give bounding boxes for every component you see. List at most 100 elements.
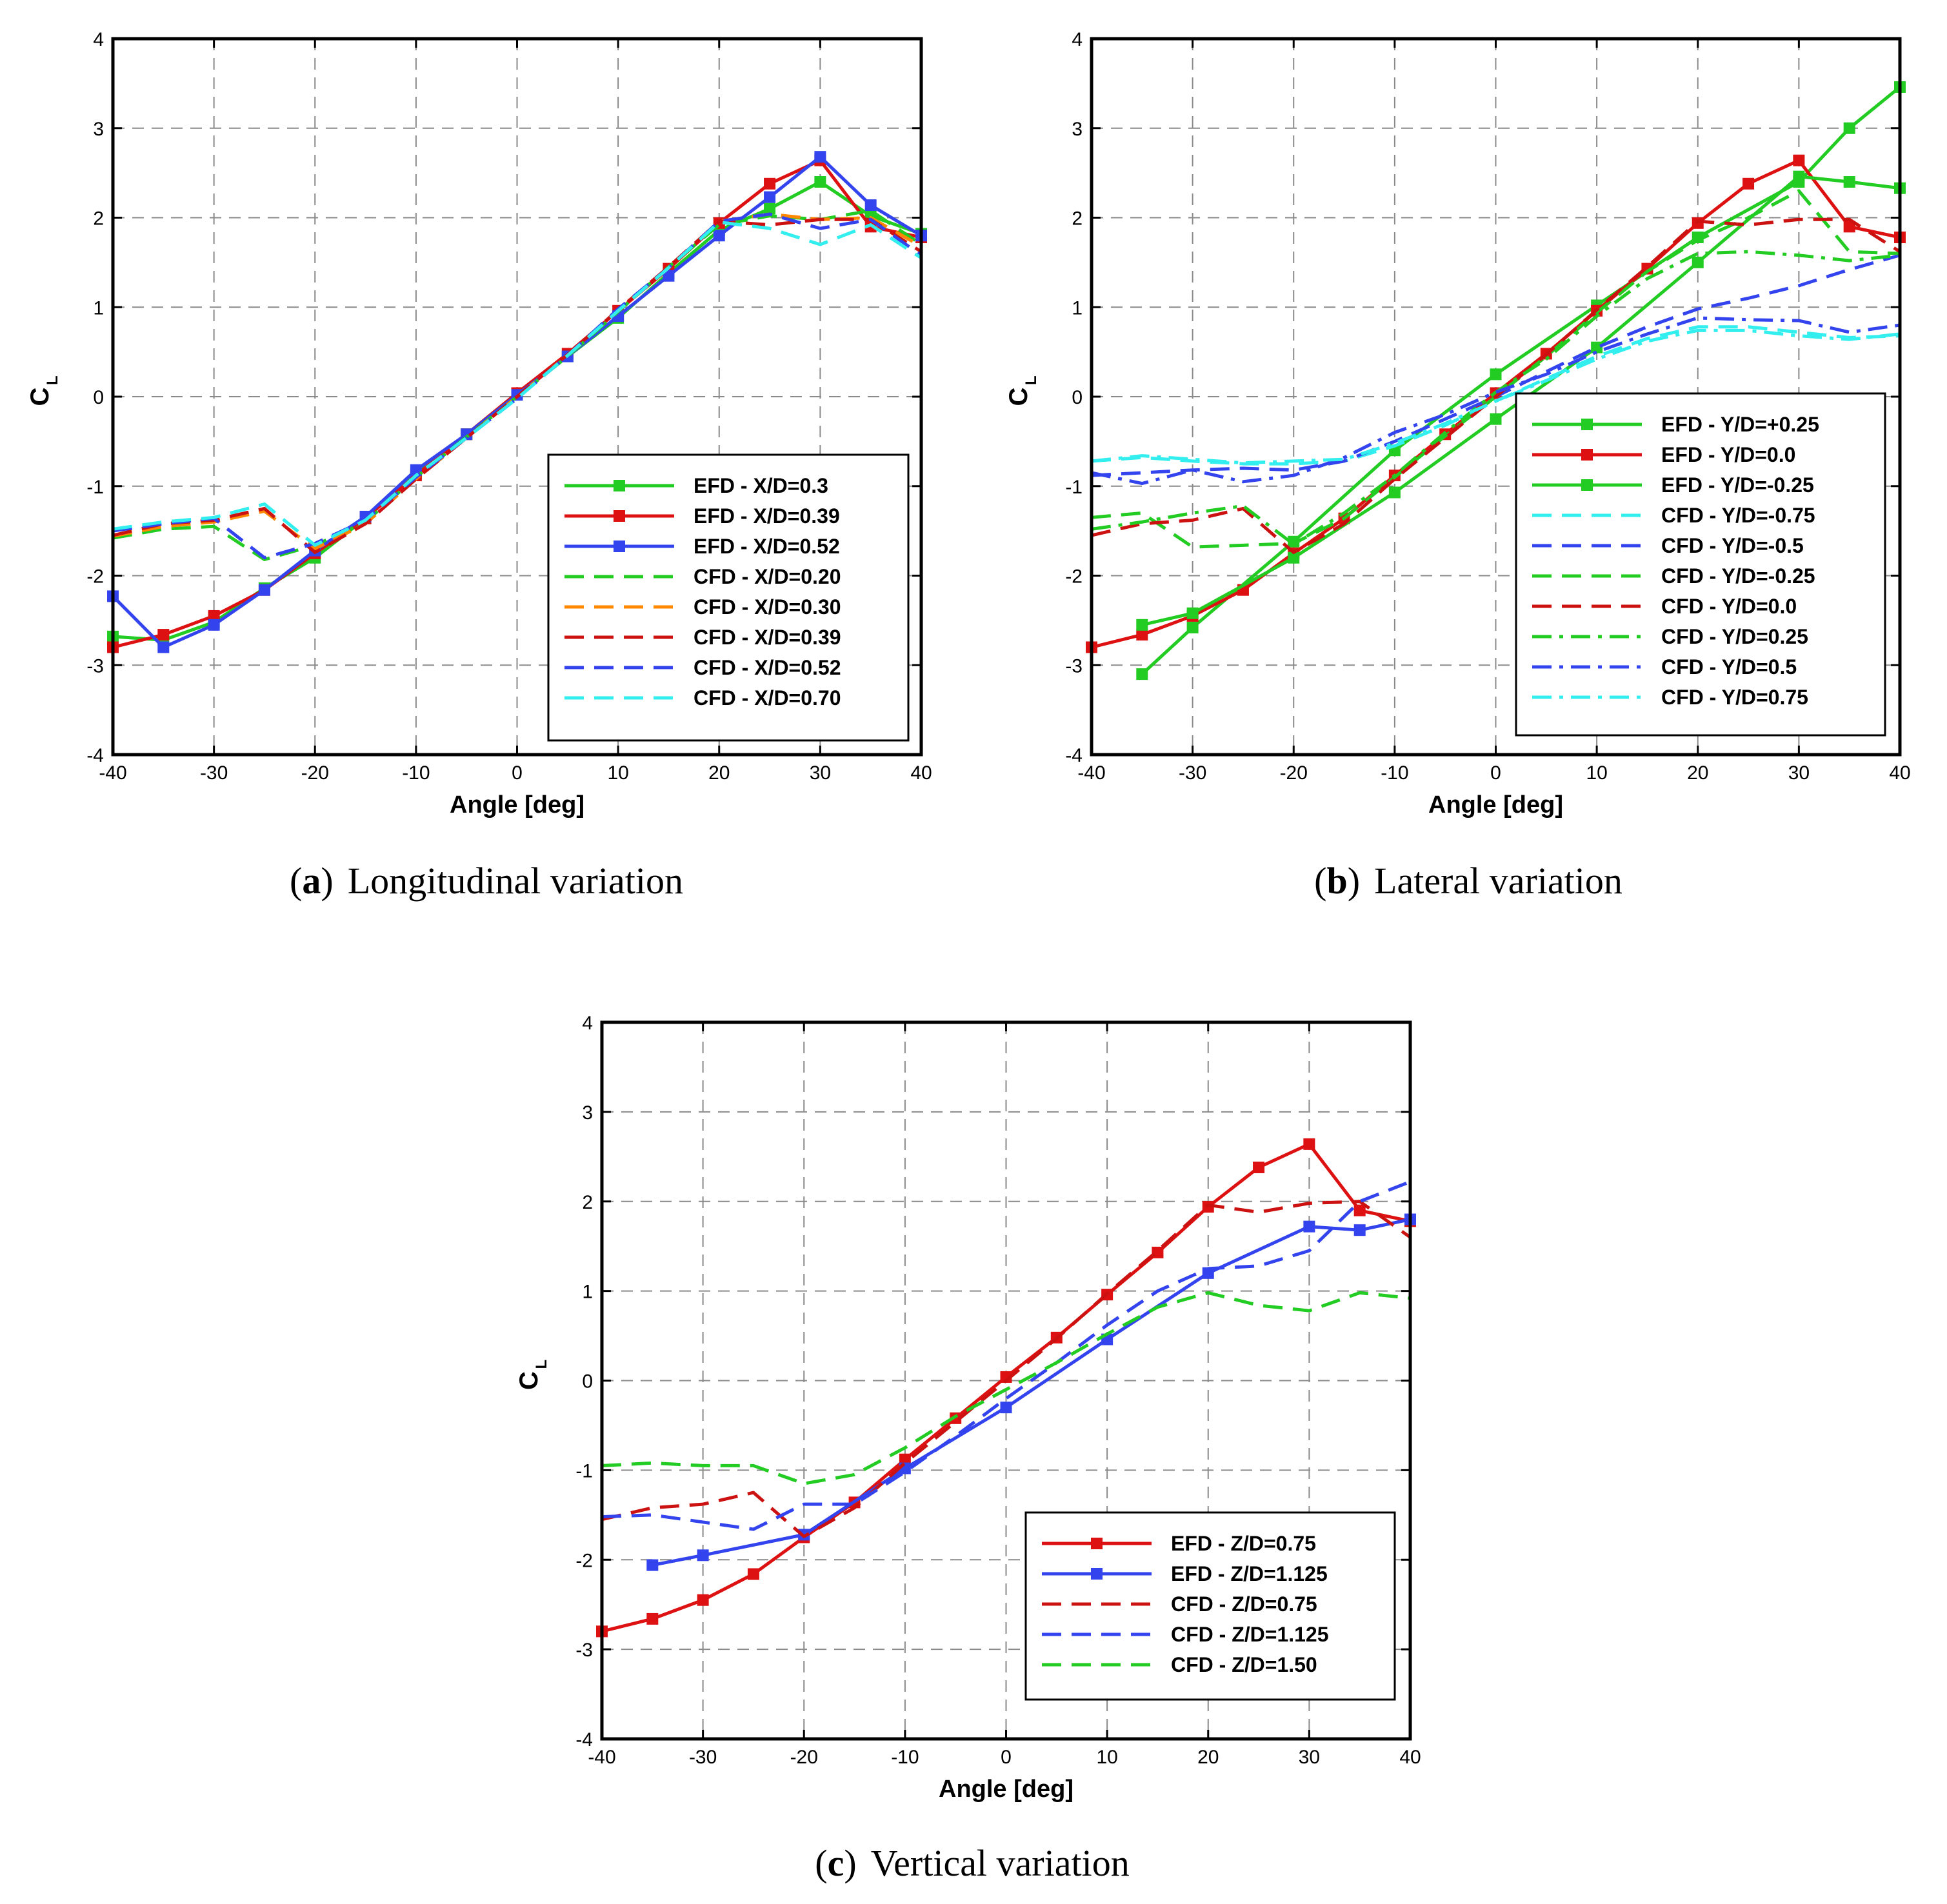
data-point [1000, 1402, 1012, 1414]
data-point [764, 203, 776, 215]
data-point [864, 199, 877, 212]
x-tick-label: -40 [588, 1747, 615, 1768]
data-point [208, 619, 220, 631]
data-point [663, 270, 675, 282]
data-point [1843, 176, 1855, 188]
data-point [1742, 177, 1755, 190]
y-tick-label: -3 [575, 1640, 593, 1661]
series-line [112, 212, 923, 560]
legend-entry: EFD - X/D=0.3 [694, 474, 828, 497]
data-point [1186, 607, 1199, 619]
y-tick-label: 1 [582, 1282, 593, 1303]
data-point [646, 1559, 659, 1571]
caption-paren-close: ) [1348, 860, 1360, 902]
y-tick-label: 1 [93, 297, 104, 319]
y-axis-label: CL [515, 1360, 550, 1390]
legend-entry: CFD - Y/D=-0.25 [1661, 564, 1815, 588]
y-tick-label: 1 [1072, 297, 1083, 319]
data-point [1353, 1204, 1366, 1216]
legend-marker [614, 480, 625, 491]
x-tick-label: 20 [1687, 762, 1708, 784]
chart-vertical: -40 -30 -20 -10 0 10 20 30 40-4-3-2-101234Angle … [515, 1013, 1421, 1884]
y-tick-label: -1 [1065, 477, 1083, 498]
y-tick-label: 0 [93, 387, 104, 408]
figure-caption: (a) Longitudinal variation [290, 860, 683, 902]
x-tick-label: 10 [1096, 1747, 1117, 1768]
x-tick-label: -20 [301, 762, 329, 784]
x-tick-label: 20 [1197, 1747, 1219, 1768]
y-tick-label: 2 [1072, 208, 1083, 230]
y-tick-label: 0 [582, 1371, 593, 1393]
y-tick-label: 2 [93, 208, 104, 230]
y-tick-label: -3 [1065, 655, 1083, 677]
x-tick-label: -10 [1381, 762, 1408, 784]
legend-entry: CFD - Y/D=0.0 [1661, 595, 1797, 618]
data-point [1388, 486, 1401, 499]
data-point [697, 1594, 709, 1606]
y-tick-label: -4 [86, 745, 104, 766]
x-tick-label: -20 [790, 1747, 818, 1768]
caption-letter: b [1326, 860, 1347, 902]
y-tick-label: -3 [86, 655, 104, 677]
x-tick-label: 30 [1299, 1747, 1320, 1768]
y-tick-label: 4 [582, 1013, 593, 1034]
data-point [1692, 256, 1704, 268]
data-point [814, 176, 826, 188]
x-tick-label: -40 [99, 762, 126, 784]
x-axis-label: Angle [deg] [1428, 791, 1563, 818]
x-tick-label: -10 [402, 762, 430, 784]
y-tick-label: -1 [86, 477, 104, 498]
caption-paren-close: ) [321, 860, 333, 902]
legend-entry: CFD - X/D=0.39 [694, 626, 841, 649]
x-tick-label: 40 [1399, 1747, 1421, 1768]
y-tick-label: -2 [1065, 566, 1083, 588]
data-point [1843, 122, 1855, 134]
legend-entry: CFD - Z/D=1.50 [1171, 1653, 1317, 1676]
series-line [112, 217, 923, 554]
data-point [157, 641, 170, 653]
series-line [112, 212, 923, 551]
x-tick-label: 30 [810, 762, 831, 784]
y-tick-label: 3 [582, 1102, 593, 1124]
data-point [1136, 619, 1148, 631]
data-point [461, 428, 473, 441]
y-axis-label: CL [1004, 375, 1040, 406]
data-point [1641, 263, 1653, 275]
y-axis-label-sub: L [44, 375, 61, 385]
y-tick-label: -4 [1065, 745, 1083, 766]
legend-marker [1581, 479, 1593, 491]
data-point [1136, 629, 1148, 641]
y-tick-label: -1 [575, 1460, 593, 1482]
y-axis-label: CL [26, 375, 61, 406]
y-axis-label-main: C [515, 1371, 543, 1390]
y-tick-label: -2 [86, 566, 104, 588]
legend-entry: CFD - Y/D=0.75 [1661, 686, 1808, 709]
data-point [1303, 1138, 1315, 1150]
legend-entry: EFD - X/D=0.52 [694, 535, 840, 558]
legend-entry: CFD - Y/D=0.5 [1661, 655, 1797, 679]
x-tick-label: 10 [607, 762, 628, 784]
data-point [1186, 621, 1199, 633]
caption-text: Longitudinal variation [348, 860, 683, 902]
data-point [899, 1453, 911, 1465]
series-group [1086, 81, 1906, 680]
y-axis-label-main: C [26, 388, 54, 406]
x-tick-label: 0 [1001, 1747, 1012, 1768]
legend-entry: EFD - Z/D=1.125 [1171, 1562, 1328, 1585]
series-line [1141, 175, 1901, 627]
data-point [1793, 170, 1805, 183]
legend-entry: EFD - X/D=0.39 [694, 504, 840, 528]
legend-entry: CFD - X/D=0.70 [694, 686, 841, 709]
x-axis-label: Angle [deg] [939, 1776, 1073, 1803]
data-point [646, 1612, 659, 1625]
data-point [764, 191, 776, 203]
legend-entry: EFD - Y/D=+0.25 [1661, 413, 1819, 436]
y-tick-label: 4 [1072, 29, 1083, 50]
data-point [1353, 1224, 1366, 1236]
caption-paren-open: ( [290, 860, 302, 902]
legend-marker [1091, 1538, 1103, 1549]
data-point [1793, 154, 1805, 166]
x-tick-label: -30 [689, 1747, 717, 1768]
data-point [1152, 1246, 1164, 1258]
legend-entry: CFD - Y/D=-0.5 [1661, 534, 1804, 557]
